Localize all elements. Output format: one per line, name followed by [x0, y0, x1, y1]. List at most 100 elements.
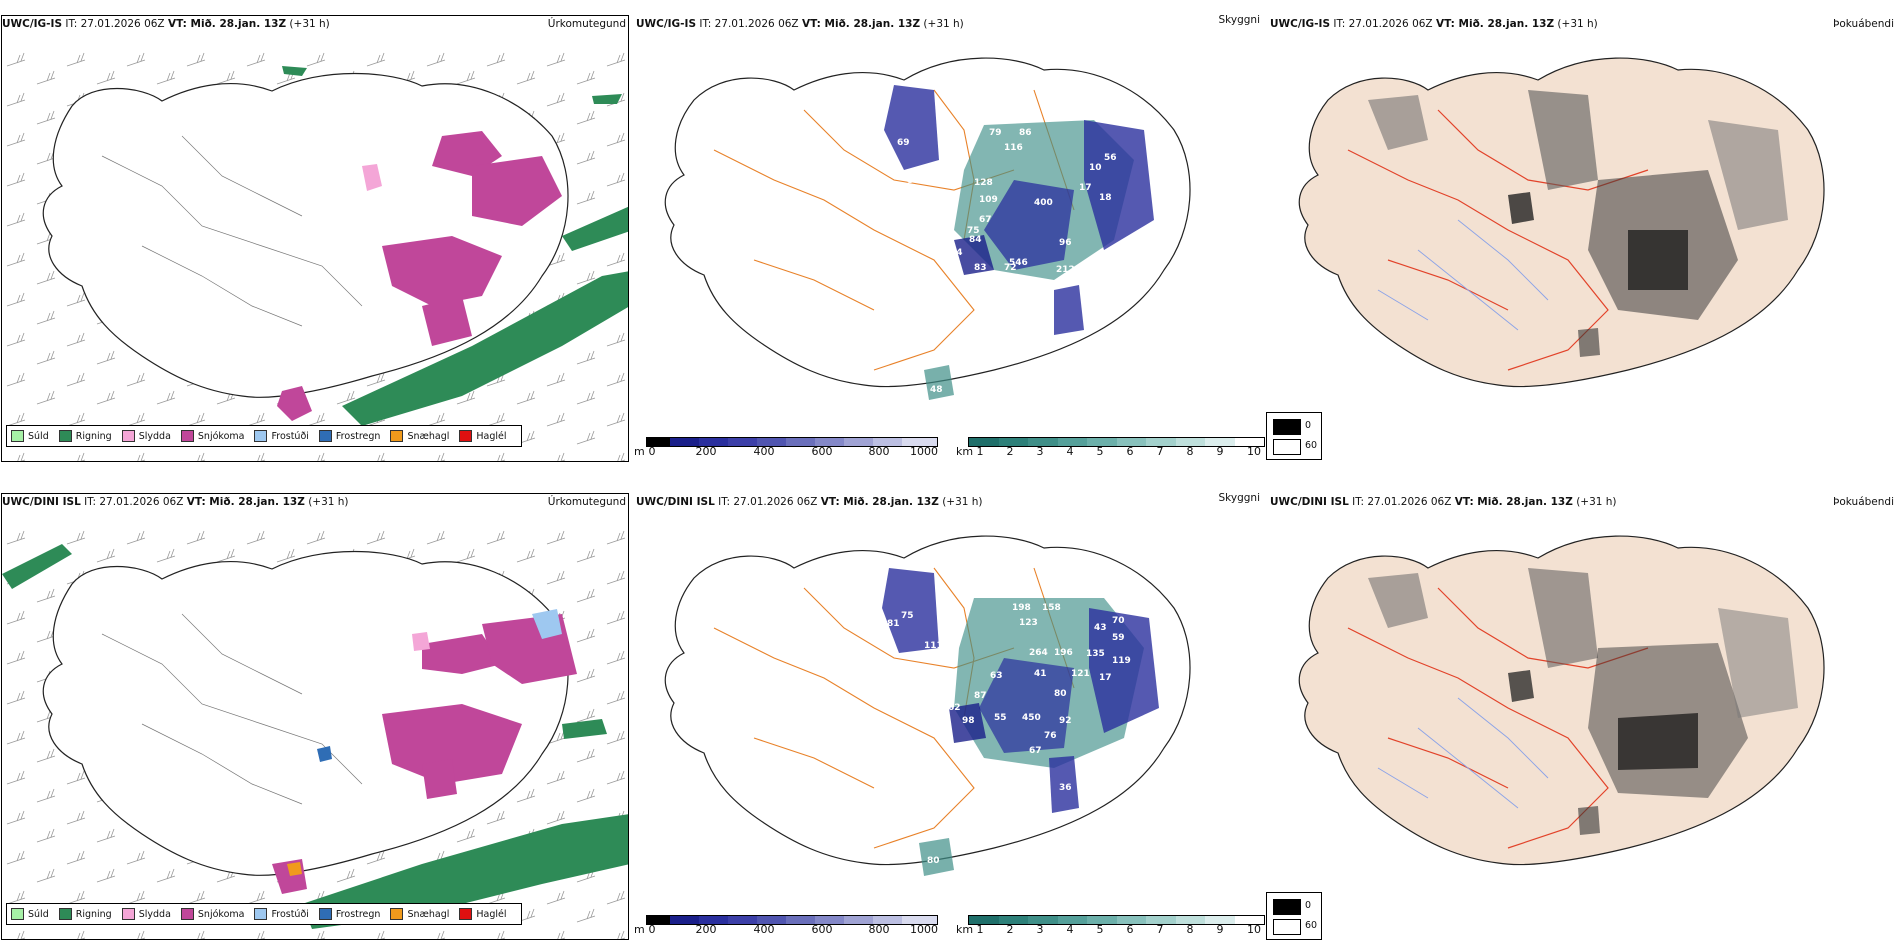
precip-map: [2, 524, 628, 939]
legend-item: Frostúði: [254, 908, 309, 920]
lead-time: (+31 h): [1576, 496, 1617, 508]
colorbar-tick: 8: [1186, 923, 1194, 936]
visibility-label: 116: [1004, 143, 1023, 153]
legend-swatch: [318, 908, 332, 920]
visibility-label: 77: [882, 151, 895, 161]
map-frame[interactable]: Súld Rigning Slydda Snjókoma Frostúði Fr…: [1, 15, 629, 462]
legend-label: 60: [1305, 440, 1318, 451]
colorbar-tick: 6: [1126, 923, 1134, 936]
colorbar-tick: 800: [868, 923, 890, 936]
visibility-label: 400: [1034, 198, 1053, 208]
legend-label: 60: [1305, 920, 1318, 931]
it-value: 27.01.2026 06Z: [80, 18, 165, 30]
visibility-label: 81: [887, 619, 900, 629]
legend-item: Snjókoma: [180, 430, 244, 442]
visibility-label: 128: [974, 178, 993, 188]
colorbar-tick: 400: [753, 445, 775, 458]
height-colorbar: m 0 200 400 600 800 1000: [634, 915, 938, 947]
it-value: 27.01.2026 06Z: [99, 496, 184, 508]
fog-map[interactable]: [1268, 508, 1900, 908]
visibility-label: 41: [1022, 303, 1035, 313]
legend-item: Snæhagl: [390, 430, 449, 442]
panel-title: Skyggni: [1218, 492, 1261, 504]
colorbar-tick: 10: [1247, 923, 1261, 936]
visibility-label: 75: [901, 611, 914, 621]
visibility-label: 52: [1029, 328, 1042, 338]
snow-areas: [272, 609, 577, 894]
vt-label: VT: Mið. 28.jan. 13Z: [801, 18, 921, 30]
colorbar-tick: 3: [1036, 923, 1044, 936]
precip-type-panel: UWC/DINI ISL IT: 27.01.2026 06Z VT: Mið.…: [0, 478, 632, 950]
colorbar-unit: m: [634, 445, 645, 458]
it-label: IT:: [1352, 496, 1365, 508]
visibility-label: 63: [990, 671, 1003, 681]
visibility-label: 62: [948, 703, 961, 713]
colorbar-tick: 10: [1247, 445, 1261, 458]
colorbar-tick: 3: [1036, 445, 1044, 458]
panel-header: UWC/DINI ISL IT: 27.01.2026 06Z VT: Mið.…: [2, 496, 349, 508]
visibility-label: 67: [1044, 281, 1057, 291]
visibility-label: 196: [1054, 648, 1073, 658]
visibility-colorbar: km 1 2 3 4 5 6 7 8 9 10: [956, 437, 1266, 469]
precip-type-panel: UWC/IG-IS IT: 27.01.2026 06Z VT: Mið. 28…: [0, 0, 632, 472]
visibility-label: 212: [1056, 265, 1075, 275]
legend-swatch: [254, 908, 268, 920]
visibility-map[interactable]: 198 158 81 75 123 43 70 59 111 264 196 1…: [634, 508, 1266, 908]
forecast-row-1: UWC/IG-IS IT: 27.01.2026 06Z VT: Mið. 28…: [0, 0, 1900, 472]
lead-time: (+31 h): [1557, 18, 1598, 30]
legend-item: Frostregn: [318, 430, 380, 442]
visibility-label: 135: [1086, 649, 1105, 659]
it-value: 27.01.2026 06Z: [714, 18, 799, 30]
legend-item: Haglél: [459, 430, 507, 442]
visibility-label: 66: [1034, 295, 1047, 305]
vt-label: VT: Mið. 28.jan. 13Z: [167, 18, 287, 30]
legend-swatch: [11, 908, 24, 920]
colorbar-tick: 6: [1126, 445, 1134, 458]
visibility-label: 41: [1034, 669, 1047, 679]
visibility-label: 48: [930, 385, 943, 395]
colorbar-tick: 200: [695, 445, 717, 458]
map-frame[interactable]: Súld Rigning Slydda Snjókoma Frostúði Fr…: [1, 493, 629, 940]
visibility-low-areas: [884, 85, 1154, 400]
visibility-label: 67: [1029, 746, 1042, 756]
vt-label: VT: Mið. 28.jan. 13Z: [1454, 496, 1573, 508]
legend-item: Rigning: [58, 908, 112, 920]
legend-swatch: [318, 430, 332, 442]
visibility-label: 59: [1112, 633, 1125, 643]
model-name: UWC/DINI ISL: [2, 496, 81, 508]
lead-time: (+31 h): [289, 18, 330, 30]
legend-item: Haglél: [459, 908, 507, 920]
legend-swatch: [390, 430, 404, 442]
legend-label: 0: [1305, 420, 1312, 431]
lead-time: (+31 h): [923, 18, 964, 30]
colorbar-tick: 0: [648, 445, 656, 458]
height-colorbar-gradient: [646, 915, 938, 925]
roads: [101, 135, 363, 327]
fog-map[interactable]: [1268, 30, 1900, 430]
it-label: IT:: [65, 18, 78, 30]
lead-time: (+31 h): [942, 496, 983, 508]
forecast-row-2: UWC/DINI ISL IT: 27.01.2026 06Z VT: Mið.…: [0, 478, 1900, 950]
colorbar-tick: 5: [1096, 923, 1104, 936]
colorbar-unit: km: [956, 923, 974, 936]
visibility-label: 64: [950, 248, 963, 258]
legend-swatch: [121, 430, 135, 442]
legend-swatch: [121, 908, 135, 920]
panel-title: Skyggni: [1218, 14, 1261, 26]
it-value: 27.01.2026 06Z: [1367, 496, 1452, 508]
visibility-label: 93: [932, 173, 945, 183]
fog-panel: UWC/IG-IS IT: 27.01.2026 06Z VT: Mið. 28…: [1268, 0, 1900, 472]
visibility-low-areas: [882, 568, 1159, 876]
visibility-label: 43: [1094, 623, 1107, 633]
legend-swatch: [390, 908, 404, 920]
legend-item: Snjókoma: [180, 908, 244, 920]
visibility-label: 55: [994, 713, 1007, 723]
model-name: UWC/DINI ISL: [636, 496, 715, 508]
visibility-label: 70: [1112, 616, 1125, 626]
legend-swatch: [180, 908, 194, 920]
it-value: 27.01.2026 06Z: [733, 496, 818, 508]
colorbar-tick: 0: [648, 923, 656, 936]
visibility-map[interactable]: 79 86 116 56 69 77 93 84 161 128 109 10 …: [634, 30, 1266, 430]
legend-swatch: [1273, 919, 1301, 935]
visibility-label: 17: [1099, 673, 1112, 683]
